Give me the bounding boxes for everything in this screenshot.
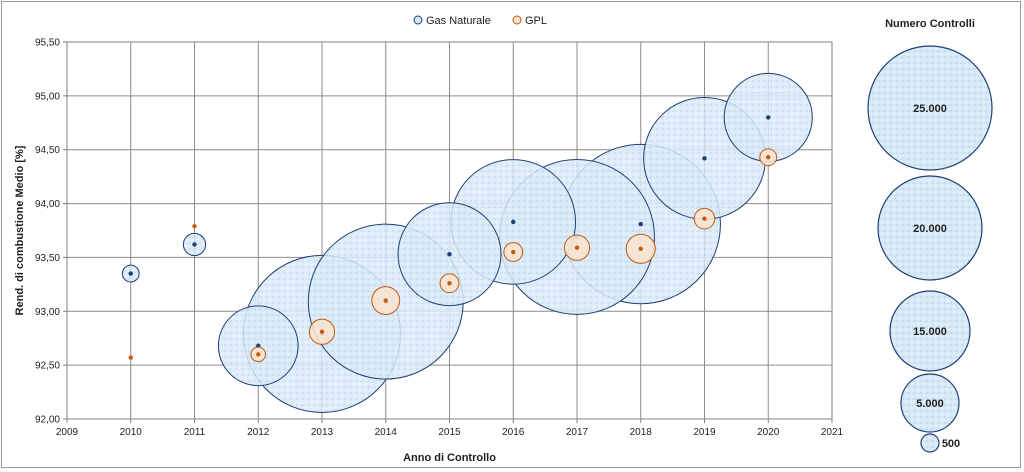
y-tick-label: 92,00 <box>35 415 60 426</box>
size-legend-bubble <box>900 373 960 433</box>
y-axis-title: Rend. di combustione Medio [%] <box>14 145 26 315</box>
size-legend-label: 500 <box>942 438 960 450</box>
point-gas-naturale-2015 <box>447 251 452 257</box>
point-gas-naturale-2020 <box>766 115 771 120</box>
point-gas-naturale-2010 <box>128 271 133 276</box>
point-gpl-2016 <box>511 249 516 255</box>
size-legend-label: 25.000 <box>913 103 947 115</box>
point-gpl-2011 <box>192 223 197 229</box>
x-tick-label: 2017 <box>566 427 589 438</box>
legend-label-gpl: GPL <box>525 15 547 27</box>
x-tick-label: 2019 <box>693 427 716 438</box>
size-legend-bubble <box>889 290 971 372</box>
size-legend-label: 20.000 <box>913 223 947 235</box>
size-legend: Numero Controlli 25.000 20.000 15.000 5.000… <box>867 18 993 453</box>
point-gpl-2020 <box>766 155 771 160</box>
point-gas-naturale-2018 <box>638 221 643 227</box>
legend-label-gas-naturale: Gas Naturale <box>426 15 491 27</box>
size-legend-bubble <box>920 433 940 453</box>
point-gpl-2013 <box>319 329 325 334</box>
size-legend-title: Numero Controlli <box>885 18 975 30</box>
bubble-chart: 2009 2010 2011 2012 2013 2014 2015 2016 2017 2018… <box>14 15 993 464</box>
point-gpl-2010 <box>128 355 133 360</box>
x-tick-label: 2018 <box>630 427 653 438</box>
point-gpl-2017 <box>574 245 580 250</box>
y-tick-label: 93,50 <box>35 253 60 264</box>
bubbles <box>121 72 813 413</box>
size-legend-bubble <box>877 175 983 281</box>
y-tick-label: 95,00 <box>35 91 60 102</box>
x-tick-label: 2020 <box>757 427 780 438</box>
x-axis-title: Anno di Controllo <box>403 452 496 464</box>
point-gpl-2015 <box>447 281 452 286</box>
legend-marker-gpl <box>512 15 522 25</box>
size-legend-label: 15.000 <box>913 326 947 338</box>
point-gpl-2014 <box>383 298 388 303</box>
x-tick-label: 2011 <box>184 427 206 438</box>
size-legend-bubble <box>867 45 993 171</box>
point-gas-naturale-2011 <box>192 242 197 247</box>
x-tick-label: 2016 <box>502 427 525 438</box>
x-tick-label: 2014 <box>375 427 398 438</box>
y-tick-label: 92,50 <box>35 361 60 372</box>
legend-marker-gas-naturale <box>413 15 423 25</box>
size-legend-label: 5.000 <box>916 398 944 410</box>
y-tick-label: 95,50 <box>35 38 60 49</box>
point-gas-naturale-2019 <box>702 156 707 161</box>
legend: Gas Naturale GPL <box>413 15 547 27</box>
axis-ticks: 2009 2010 2011 2012 2013 2014 2015 2016 2017 2018… <box>35 38 844 439</box>
x-tick-label: 2013 <box>311 427 334 438</box>
point-gpl-2018 <box>638 246 643 252</box>
x-tick-label: 2009 <box>56 427 79 438</box>
point-gpl-2012 <box>256 352 261 357</box>
x-tick-label: 2021 <box>821 427 844 438</box>
y-tick-label: 94,50 <box>35 145 60 156</box>
point-gas-naturale-2016 <box>511 219 516 225</box>
y-tick-label: 94,00 <box>35 199 60 210</box>
x-tick-label: 2015 <box>438 427 461 438</box>
point-gpl-2019 <box>702 216 707 221</box>
y-tick-label: 93,00 <box>35 307 60 318</box>
x-tick-label: 2012 <box>247 427 270 438</box>
x-tick-label: 2010 <box>120 427 143 438</box>
